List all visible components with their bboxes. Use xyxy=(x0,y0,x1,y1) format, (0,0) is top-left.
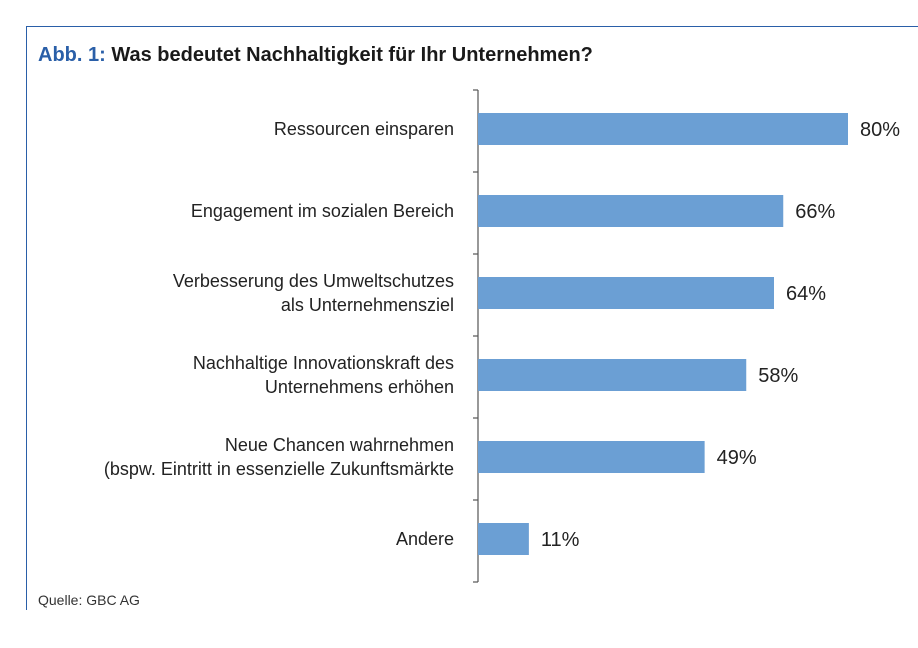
data-label: 80% xyxy=(860,119,900,141)
category-label: Verbesserung des Umweltschutzes xyxy=(173,271,454,291)
figure-title: Was bedeutet Nachhaltigkeit für Ihr Unte… xyxy=(111,44,593,66)
data-label: 11% xyxy=(541,529,580,551)
category-label: Neue Chancen wahrnehmen xyxy=(225,435,454,455)
data-label: 58% xyxy=(758,365,798,387)
figure-number: Abb. 1: xyxy=(38,44,106,66)
category-label: Ressourcen einsparen xyxy=(274,119,454,139)
category-label: Andere xyxy=(396,529,454,549)
bar xyxy=(478,523,529,555)
data-label: 49% xyxy=(717,447,757,469)
frame-left-border xyxy=(26,26,27,610)
frame-top-border xyxy=(26,26,918,27)
bar xyxy=(478,277,774,309)
category-label: (bspw. Eintritt in essenzielle Zukunftsm… xyxy=(104,459,454,479)
category-label: Unternehmens erhöhen xyxy=(265,377,454,397)
category-label: Engagement im sozialen Bereich xyxy=(191,201,454,221)
bar xyxy=(478,441,705,473)
bar xyxy=(478,195,784,227)
bar xyxy=(478,359,747,391)
data-label: 64% xyxy=(786,283,826,305)
category-label: als Unternehmensziel xyxy=(281,295,454,315)
category-label: Nachhaltige Innovationskraft des xyxy=(193,353,454,373)
data-label: 66% xyxy=(795,201,835,223)
chart-title: Abb. 1: Was bedeutet Nachhaltigkeit für … xyxy=(38,44,593,67)
source-note: Quelle: GBC AG xyxy=(38,592,140,608)
bar xyxy=(478,113,848,145)
